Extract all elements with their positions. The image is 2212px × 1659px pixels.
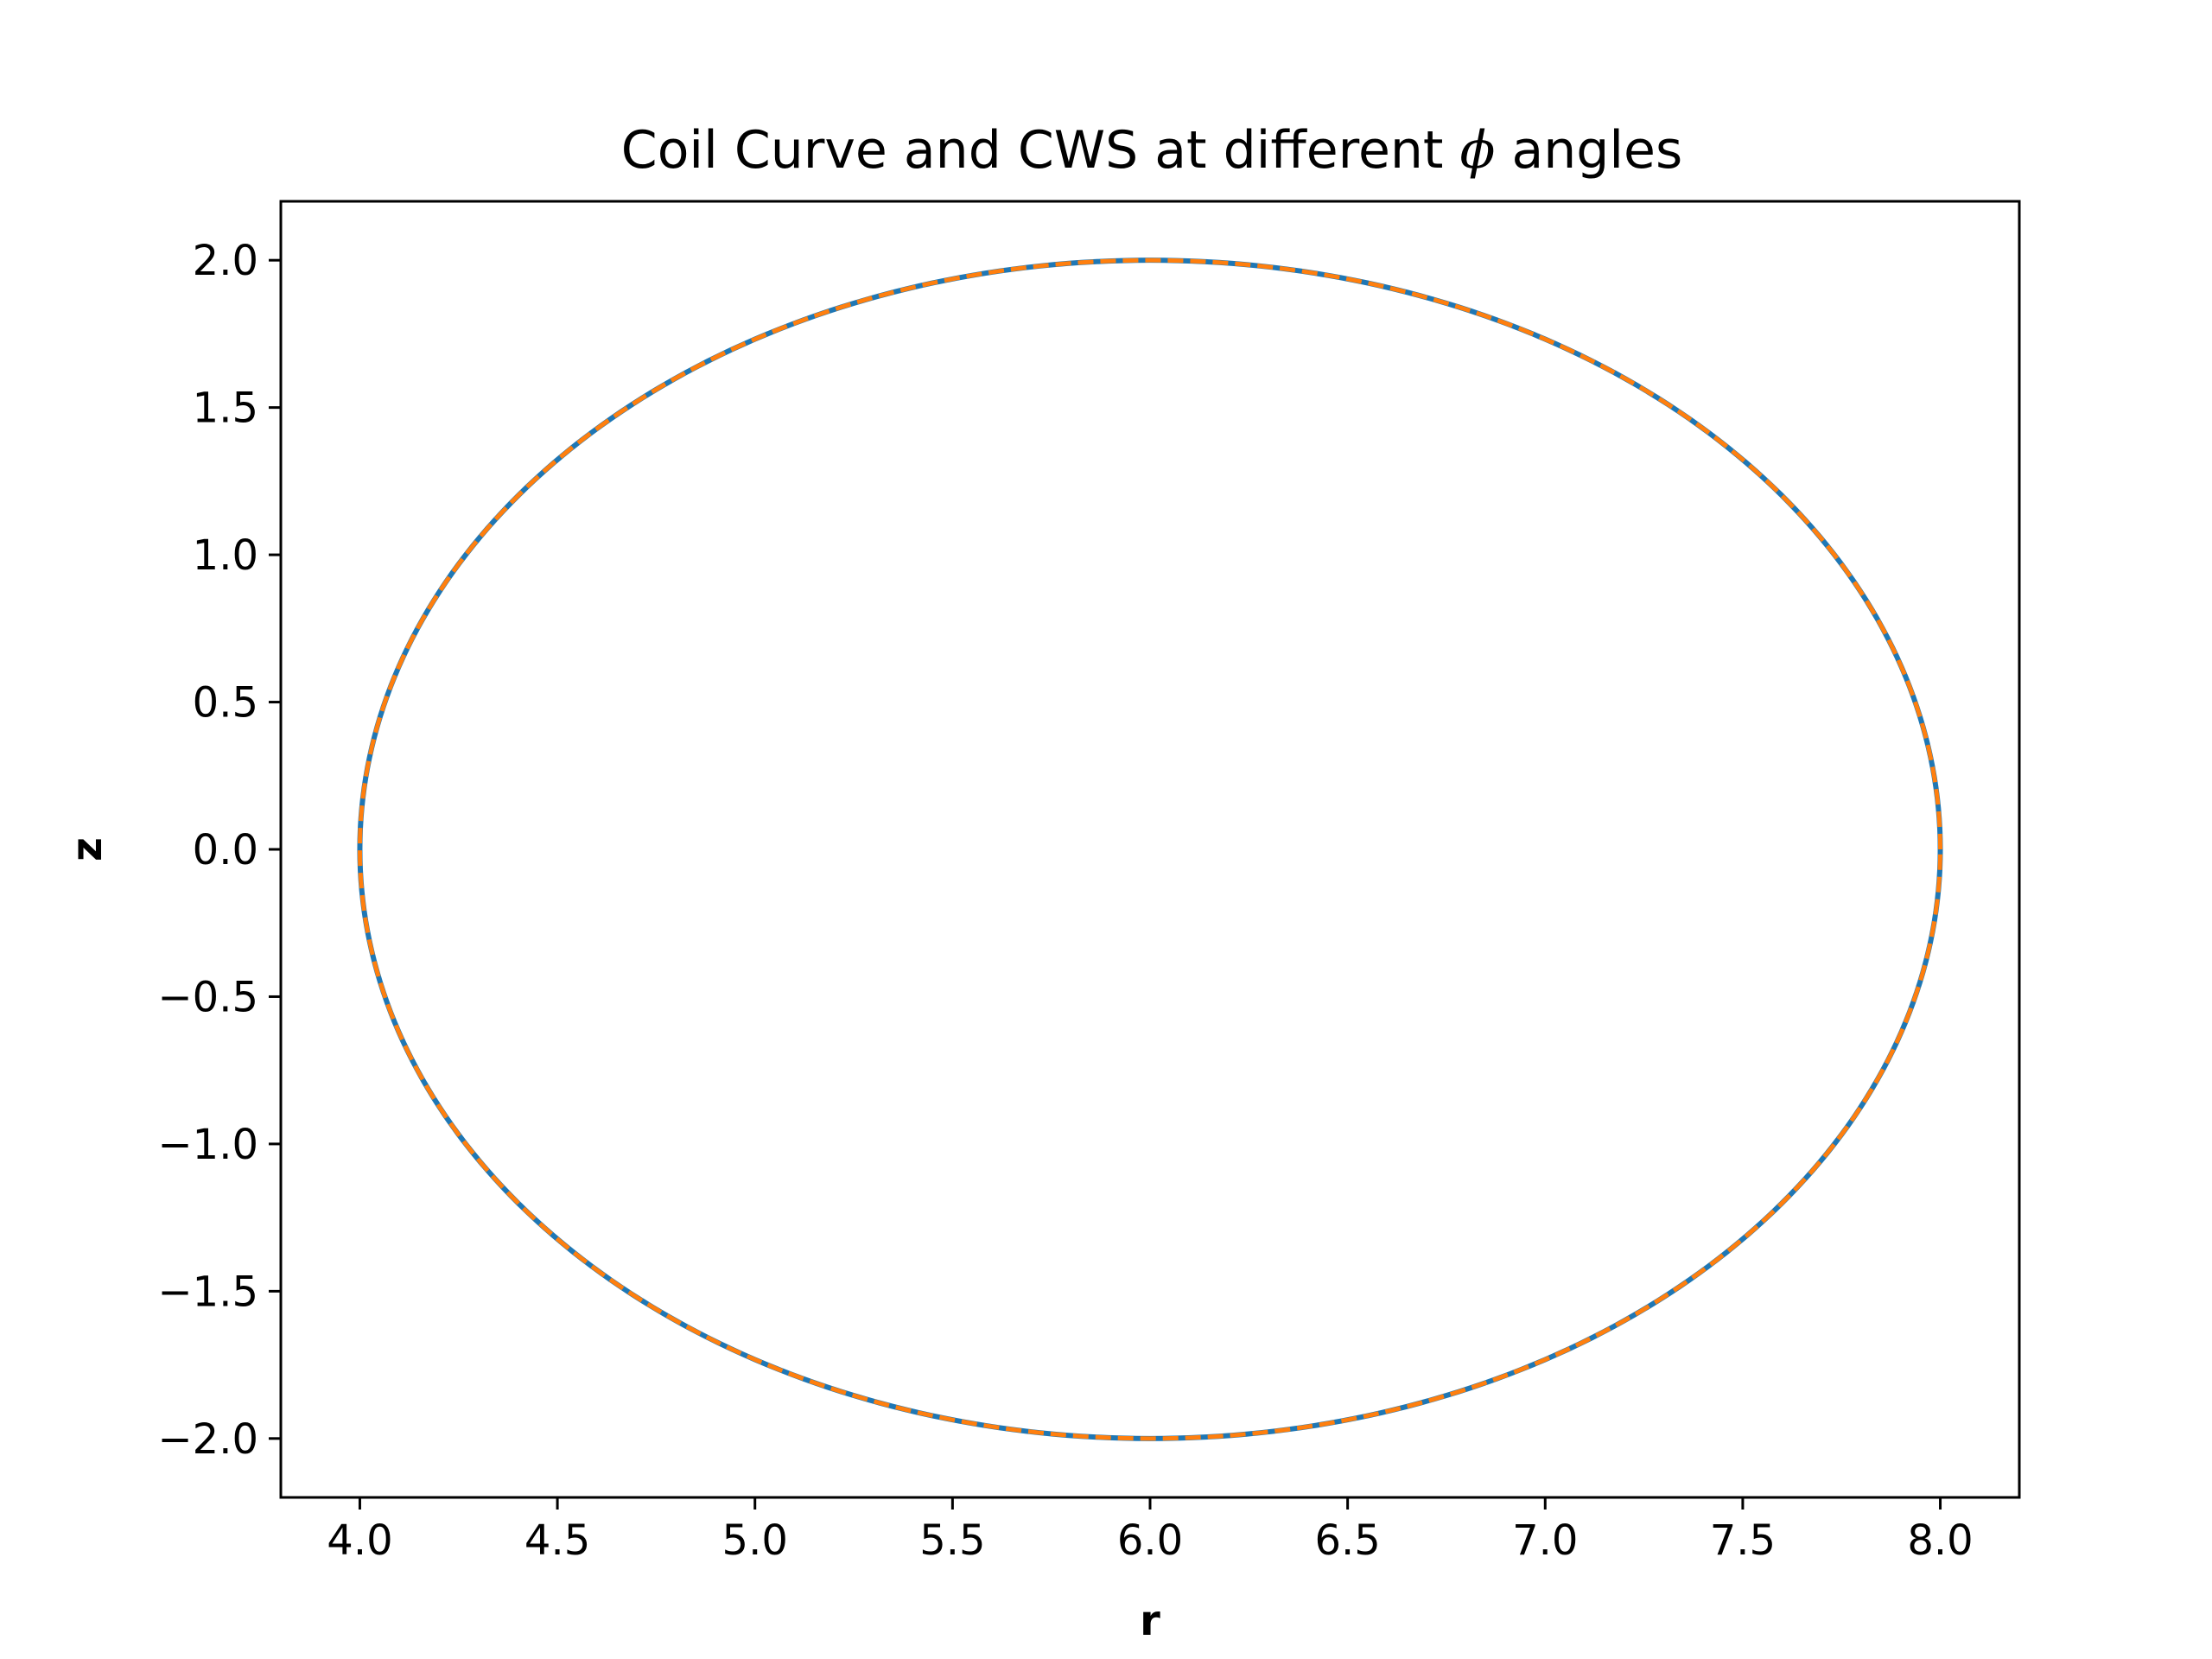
y-tick-label: 1.5 (193, 385, 258, 433)
y-tick-label: −1.5 (157, 1268, 258, 1316)
x-tick-label: 6.0 (1117, 1516, 1183, 1565)
chart-title-suffix: angles (1495, 120, 1682, 181)
x-axis-label: r (1140, 1597, 1160, 1645)
y-tick-label: −1.0 (157, 1121, 258, 1169)
y-tick-label: −0.5 (157, 973, 258, 1021)
chart-title-symbol: ϕ (1460, 120, 1496, 181)
x-axis: 4.0 4.5 5.0 5.5 6.0 6.5 7.0 7.5 8.0 (327, 1497, 1974, 1565)
x-tick-label: 5.5 (919, 1516, 985, 1565)
y-tick-label: 0.5 (193, 679, 258, 728)
x-tick-label: 6.5 (1314, 1516, 1380, 1565)
y-tick-label: 0.0 (193, 826, 258, 874)
x-tick-label: 7.0 (1512, 1516, 1578, 1565)
x-tick-label: 4.0 (327, 1516, 392, 1565)
y-axis-label: z (63, 837, 111, 861)
x-tick-label: 8.0 (1907, 1516, 1973, 1565)
y-tick-label: −2.0 (157, 1415, 258, 1464)
x-tick-label: 5.0 (722, 1516, 788, 1565)
series-line-2 (357, 257, 1943, 1441)
chart-title-main: Coil Curve and CWS at different (621, 120, 1460, 181)
series-layer (357, 257, 1943, 1441)
y-tick-label: 1.0 (193, 531, 258, 580)
y-axis: 2.0 1.5 1.0 0.5 0.0 −0.5 −1.0 −1.5 −2.0 (157, 237, 281, 1464)
chart-title: Coil Curve and CWS at different ϕ angles (621, 120, 1682, 181)
x-tick-label: 7.5 (1710, 1516, 1776, 1565)
y-tick-label: 2.0 (193, 237, 258, 285)
x-tick-label: 4.5 (524, 1516, 590, 1565)
